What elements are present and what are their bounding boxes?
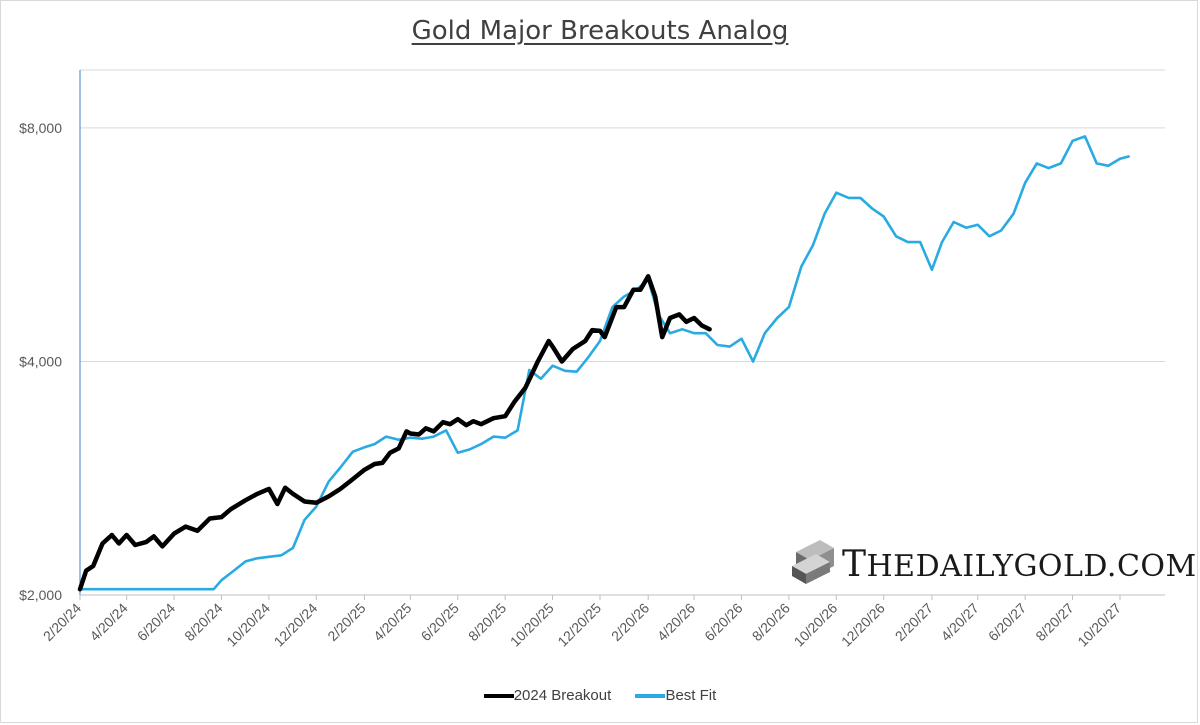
x-tick-label: 2/20/24 xyxy=(40,600,84,644)
x-tick-label: 4/20/27 xyxy=(938,600,982,644)
y-tick-label: $4,000 xyxy=(19,353,62,369)
x-tick-label: 4/20/26 xyxy=(654,600,698,644)
y-tick-label: $2,000 xyxy=(19,587,62,603)
watermark-text: THEDAILYGOLD.COM xyxy=(842,544,1197,585)
x-tick-label: 8/20/25 xyxy=(465,600,509,644)
legend-swatch-black xyxy=(483,693,514,698)
x-tick-label: 10/20/24 xyxy=(223,600,273,650)
watermark-initial: T xyxy=(842,544,867,585)
x-tick-label: 6/20/26 xyxy=(701,600,745,644)
x-tick-label: 12/20/25 xyxy=(554,600,604,650)
chart-title: Gold Major Breakouts Analog xyxy=(411,16,789,46)
gold-bar-logo-icon xyxy=(792,540,834,584)
legend-item-2024-breakout: 2024 Breakout xyxy=(483,686,612,704)
x-tick-label: 6/20/27 xyxy=(985,600,1029,644)
legend-label: Best Fit xyxy=(665,686,717,704)
legend-swatch-blue xyxy=(635,693,666,698)
x-tick-label: 8/20/26 xyxy=(749,600,793,644)
watermark-rest: HEDAILYGOLD.COM xyxy=(866,549,1197,584)
x-tick-label: 8/20/27 xyxy=(1032,600,1076,644)
x-tick-label: 10/20/25 xyxy=(507,600,557,650)
series-line-2024-breakout xyxy=(77,274,712,592)
axes xyxy=(79,70,1165,600)
x-tick-label: 10/20/27 xyxy=(1074,600,1124,650)
series-layer xyxy=(77,135,1130,592)
y-tick-label: $8,000 xyxy=(19,120,62,136)
x-tick-label: 6/20/25 xyxy=(418,600,462,644)
x-tick-label: 4/20/25 xyxy=(370,600,414,644)
x-tick-label: 6/20/24 xyxy=(134,600,178,644)
x-tick-label: 12/20/24 xyxy=(271,600,321,650)
grid-lines xyxy=(80,69,1165,596)
legend-item-best-fit: Best Fit xyxy=(635,687,716,704)
series-line-best-fit xyxy=(78,135,1130,591)
x-tick-label: 8/20/24 xyxy=(181,600,225,644)
x-tick-label: 2/20/25 xyxy=(324,600,368,644)
legend-label: 2024 Breakout xyxy=(513,686,612,704)
legend: 2024 Breakout Best Fit xyxy=(0,686,1200,704)
watermark: THEDAILYGOLD.COM xyxy=(790,530,1196,590)
x-tick-label: 2/20/27 xyxy=(892,600,936,644)
x-tick-label: 10/20/26 xyxy=(791,600,841,650)
x-tick-label: 12/20/26 xyxy=(838,600,888,650)
x-tick-label: 2/20/26 xyxy=(608,600,652,644)
x-tick-label: 4/20/24 xyxy=(86,600,130,644)
